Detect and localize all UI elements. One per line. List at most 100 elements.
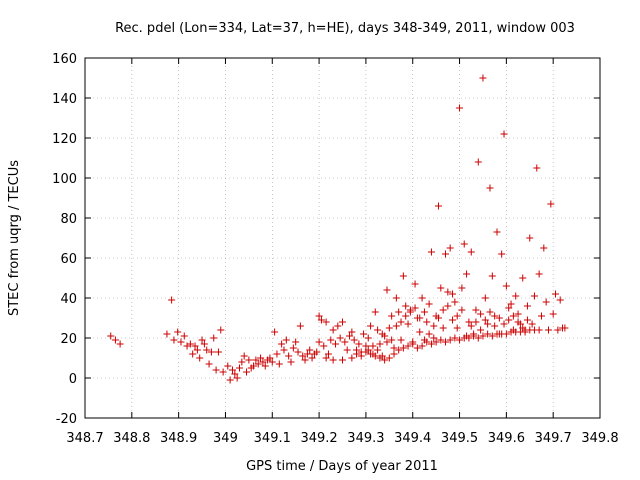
x-tick-label: 348.9 — [160, 431, 197, 446]
data-point — [500, 320, 508, 328]
data-point — [250, 362, 258, 370]
data-point — [364, 334, 372, 342]
data-point — [261, 362, 269, 370]
data-point — [458, 284, 466, 292]
data-point — [324, 350, 332, 358]
y-tick-label: 20 — [60, 332, 77, 347]
data-point — [186, 340, 194, 348]
data-point — [317, 316, 325, 324]
data-point — [231, 370, 239, 378]
data-point — [327, 336, 335, 344]
y-tick-label: 0 — [69, 372, 77, 387]
data-point — [425, 330, 433, 338]
data-point — [207, 348, 215, 356]
x-tick-label: 349.8 — [581, 431, 618, 446]
data-point — [430, 322, 438, 330]
data-point — [378, 330, 386, 338]
data-point — [236, 364, 243, 372]
data-point — [493, 228, 501, 236]
y-axis-label: STEC from uqrg / TECUs — [7, 160, 22, 316]
data-point — [505, 304, 513, 312]
data-point — [191, 342, 199, 350]
data-point — [329, 326, 337, 334]
data-point — [530, 292, 538, 300]
data-point — [477, 326, 485, 334]
x-tick-label: 349.5 — [441, 431, 478, 446]
data-point — [507, 300, 515, 308]
plot-frame — [84, 57, 601, 419]
data-point — [495, 314, 503, 322]
data-point — [301, 356, 309, 364]
data-point — [174, 328, 182, 336]
data-point — [266, 354, 274, 362]
data-point — [481, 294, 489, 302]
data-point — [463, 332, 471, 340]
data-point — [437, 336, 445, 344]
data-point — [458, 306, 466, 314]
data-point — [399, 344, 407, 352]
data-point — [416, 328, 424, 336]
data-point — [474, 158, 482, 166]
data-point — [296, 322, 304, 330]
data-point — [479, 74, 487, 82]
data-point — [390, 344, 398, 352]
data-point — [331, 340, 339, 348]
data-point — [418, 294, 426, 302]
data-point — [523, 302, 531, 310]
y-tick-label: 120 — [52, 132, 77, 147]
data-point — [343, 346, 351, 354]
data-point — [537, 312, 545, 320]
data-point — [369, 342, 377, 350]
x-tick-label: 349.6 — [488, 431, 525, 446]
data-point — [271, 328, 279, 336]
data-point — [481, 316, 489, 324]
x-axis-label: GPS time / Days of year 2011 — [246, 459, 438, 474]
data-point — [355, 340, 363, 348]
data-point — [385, 324, 393, 332]
data-point — [533, 164, 541, 172]
data-point — [308, 354, 316, 362]
data-point — [315, 338, 323, 346]
data-point — [334, 322, 342, 330]
data-point — [404, 320, 412, 328]
data-point — [254, 360, 262, 368]
data-point — [542, 298, 550, 306]
data-point — [189, 350, 197, 358]
data-point — [383, 286, 391, 294]
y-tick-label: 60 — [60, 252, 77, 267]
data-point — [395, 308, 403, 316]
data-point — [367, 322, 375, 330]
x-tick-label: 348.8 — [113, 431, 150, 446]
data-point — [409, 340, 417, 348]
data-point — [306, 346, 314, 354]
data-point — [212, 366, 220, 374]
x-tick-label: 349.2 — [300, 431, 337, 446]
data-point — [526, 234, 534, 242]
data-point — [547, 200, 555, 208]
data-point — [416, 314, 424, 322]
data-point — [299, 352, 307, 360]
data-point — [451, 334, 459, 342]
data-point — [549, 310, 557, 318]
x-tick-label: 349.1 — [254, 431, 291, 446]
data-point — [374, 326, 382, 334]
data-point — [388, 312, 396, 320]
data-point — [193, 346, 201, 354]
data-point — [385, 354, 393, 362]
data-point — [362, 342, 370, 350]
data-point — [322, 318, 330, 326]
data-point — [486, 308, 494, 316]
data-point — [404, 342, 412, 350]
data-point — [453, 312, 461, 320]
data-point — [514, 318, 522, 326]
data-point — [488, 272, 496, 280]
data-point — [402, 302, 410, 310]
data-point — [339, 356, 346, 364]
data-point — [116, 340, 124, 348]
data-point — [444, 302, 452, 310]
data-point — [425, 300, 433, 308]
data-point — [381, 356, 389, 364]
data-point — [411, 280, 419, 288]
data-point — [484, 320, 492, 328]
